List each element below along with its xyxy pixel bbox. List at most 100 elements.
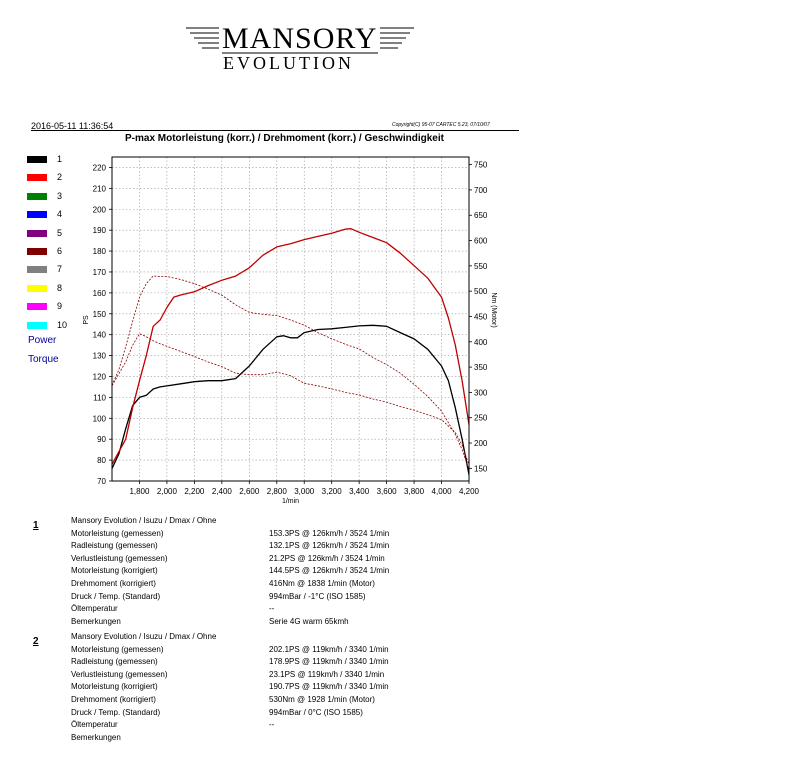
x-tick-label: 3,000 bbox=[294, 487, 315, 496]
run-row-label: Druck / Temp. (Standard) bbox=[71, 591, 161, 601]
run-row-label: Radleistung (gemessen) bbox=[71, 657, 158, 667]
run-row-label: Verlustleistung (gemessen) bbox=[71, 669, 168, 679]
legend-power-link[interactable]: Power bbox=[28, 335, 57, 346]
y-tick-label: 90 bbox=[97, 435, 106, 444]
x-tick-label: 2,200 bbox=[184, 487, 205, 496]
legend-swatch bbox=[27, 174, 47, 182]
run-number: 1 bbox=[33, 520, 39, 531]
x-tick-label: 3,400 bbox=[349, 487, 370, 496]
chart-legend: 1 2 3 4 5 6 7 8 9 10 bbox=[27, 154, 97, 338]
logo-subline: EVOLUTION bbox=[223, 53, 354, 73]
run-row-label: Druck / Temp. (Standard) bbox=[71, 707, 161, 717]
legend-item: 7 bbox=[27, 264, 97, 282]
legend-item: 6 bbox=[27, 246, 97, 264]
run-row-label: Bemerkungen bbox=[71, 616, 121, 626]
y-tick-label: 110 bbox=[93, 393, 106, 402]
y2-tick-label: 400 bbox=[474, 338, 488, 347]
y-tick-label: 190 bbox=[93, 226, 107, 235]
legend-swatch bbox=[27, 156, 47, 163]
legend-swatch bbox=[27, 192, 47, 200]
run-row-label: Öltemperatur bbox=[71, 720, 118, 730]
y-tick-label: 200 bbox=[93, 205, 107, 214]
x-axis-label: 1/min bbox=[282, 498, 299, 505]
legend-item: 10 bbox=[27, 320, 97, 338]
legend-swatch bbox=[27, 266, 47, 274]
x-tick-label: 2,600 bbox=[239, 487, 260, 496]
run-row-label: Radleistung (gemessen) bbox=[71, 541, 158, 551]
chart-series bbox=[111, 228, 470, 475]
run-row-value: 202.1PS @ 119km/h / 3340 1/min bbox=[269, 644, 389, 654]
legend-label: 3 bbox=[57, 190, 63, 201]
series-power-1-line bbox=[111, 324, 470, 475]
logo-wordmark: MANSORY bbox=[222, 22, 378, 55]
legend-item: 1 bbox=[27, 154, 97, 172]
y2-tick-label: 700 bbox=[474, 186, 488, 195]
x-tick-label: 3,200 bbox=[322, 487, 343, 496]
y-tick-label: 130 bbox=[93, 352, 107, 361]
run-row-label: Motorleistung (korrigiert) bbox=[71, 566, 158, 576]
run-row-label: Drehmoment (korrigiert) bbox=[71, 695, 156, 704]
y2-tick-label: 200 bbox=[474, 439, 488, 448]
run-row-label: Bemerkungen bbox=[71, 732, 121, 742]
run-row-value: -- bbox=[269, 604, 275, 614]
run-row-value: 21.2PS @ 126km/h / 3524 1/min bbox=[269, 553, 385, 563]
y2-tick-label: 350 bbox=[474, 363, 488, 372]
chart-ticks: 70 80 90 100 110 120 130 140 150 160 170 180 190 200 2… bbox=[93, 161, 488, 496]
legend-item: 8 bbox=[27, 283, 97, 301]
run-row-value: 416Nm @ 1838 1/min (Motor) bbox=[269, 579, 375, 588]
y2-tick-label: 150 bbox=[474, 464, 488, 473]
run-vehicle: Mansory Evolution / Isuzu / Dmax / Ohne bbox=[71, 516, 217, 525]
x-tick-label: 2,400 bbox=[212, 487, 233, 496]
series-power-2-line bbox=[111, 228, 470, 465]
legend-item: 9 bbox=[27, 301, 97, 319]
series-torque-1-line bbox=[111, 333, 470, 465]
legend-swatch bbox=[27, 229, 47, 237]
y-tick-label: 150 bbox=[93, 310, 107, 319]
legend-label: 8 bbox=[57, 282, 63, 293]
run-number: 2 bbox=[33, 636, 39, 647]
report-datetime: 2016-05-11 11:36:54 bbox=[31, 121, 114, 131]
run-vehicle: Mansory Evolution / Isuzu / Dmax / Ohne bbox=[71, 632, 217, 641]
y-tick-label: 210 bbox=[93, 184, 107, 193]
x-tick-label: 1,800 bbox=[129, 487, 150, 496]
chart-title: P-max Motorleistung (korr.) / Drehmoment… bbox=[125, 133, 444, 144]
y2-tick-label: 550 bbox=[474, 262, 488, 271]
brand-logo: MANSORY EVOLUTION bbox=[0, 18, 800, 78]
y-tick-label: 80 bbox=[97, 456, 106, 465]
run-row-label: Motorleistung (gemessen) bbox=[71, 644, 164, 654]
legend-label: 10 bbox=[57, 319, 68, 330]
run-row-label: Motorleistung (korrigiert) bbox=[71, 682, 158, 692]
run-row-value: 190.7PS @ 119km/h / 3340 1/min bbox=[269, 682, 389, 692]
run-row-value: Serie 4G warm 65kmh bbox=[269, 616, 349, 626]
legend-swatch bbox=[27, 284, 47, 292]
legend-label: 9 bbox=[57, 301, 63, 312]
legend-label: 4 bbox=[57, 209, 63, 220]
legend-item: 3 bbox=[27, 191, 97, 209]
dyno-chart: 70 80 90 100 110 120 130 140 150 160 170 180 190 200 2… bbox=[83, 156, 497, 505]
series-torque-2-line bbox=[111, 275, 470, 471]
legend-swatch bbox=[27, 211, 47, 219]
y2-tick-label: 750 bbox=[474, 161, 488, 170]
chart-grid bbox=[112, 157, 470, 482]
legend-torque-link[interactable]: Torque bbox=[28, 354, 59, 365]
legend-swatch bbox=[27, 303, 47, 311]
run-row-label: Öltemperatur bbox=[71, 604, 118, 614]
legend-label: 1 bbox=[57, 154, 63, 164]
run-row-value: 530Nm @ 1928 1/min (Motor) bbox=[269, 695, 375, 704]
y-tick-label: 180 bbox=[93, 247, 107, 256]
x-tick-label: 2,000 bbox=[157, 487, 178, 496]
run-row-label: Motorleistung (gemessen) bbox=[71, 528, 164, 538]
legend-label: 7 bbox=[57, 264, 63, 275]
legend-swatch bbox=[27, 247, 47, 255]
header-divider bbox=[31, 130, 519, 131]
y2-tick-label: 500 bbox=[474, 287, 488, 296]
x-tick-label: 4,000 bbox=[432, 487, 453, 496]
y-axis-left-label: PS bbox=[83, 315, 90, 325]
y-tick-label: 160 bbox=[93, 289, 107, 298]
run-row-value: 153.3PS @ 126km/h / 3524 1/min bbox=[269, 528, 390, 538]
y-tick-label: 70 bbox=[97, 477, 106, 486]
x-tick-label: 3,800 bbox=[404, 487, 425, 496]
y-tick-label: 220 bbox=[93, 163, 107, 172]
x-tick-label: 3,600 bbox=[377, 487, 398, 496]
run-row-value: 23.1PS @ 119km/h / 3340 1/min bbox=[269, 669, 385, 679]
